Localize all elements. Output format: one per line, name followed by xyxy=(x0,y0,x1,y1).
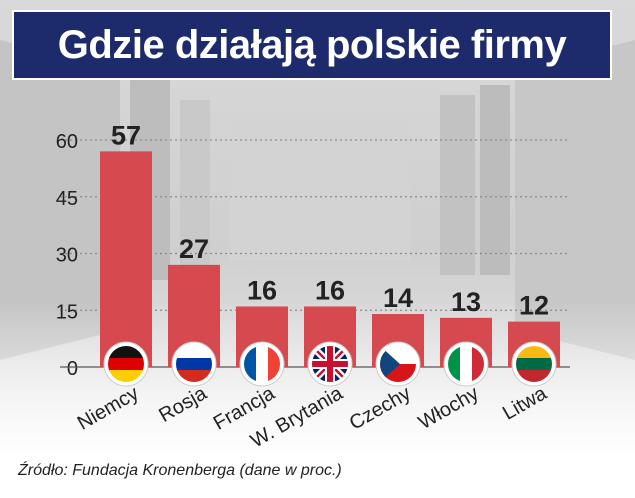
bar-value-label: 27 xyxy=(179,234,209,264)
bar-niemcy xyxy=(100,151,152,367)
x-tick-label: Rosja xyxy=(155,382,211,427)
bar-value-label: 12 xyxy=(519,291,549,321)
y-tick-label: 0 xyxy=(67,358,78,380)
bar-value-label: 16 xyxy=(315,275,345,305)
czech-flag-icon xyxy=(380,346,416,382)
x-tick-label: Włochy xyxy=(415,382,483,434)
bar-value-label: 14 xyxy=(383,283,413,313)
russia-flag-icon xyxy=(176,346,212,382)
source-note: Źródło: Fundacja Kronenberga (dane w pro… xyxy=(18,462,342,479)
y-tick-label: 45 xyxy=(56,188,78,210)
x-tick-label: Litwa xyxy=(499,382,551,425)
bar-value-label: 13 xyxy=(451,287,481,317)
italy-flag-icon xyxy=(448,346,484,382)
chart-title: Gdzie działają polskie firmy xyxy=(57,22,567,67)
lithuania-flag-icon xyxy=(516,346,552,382)
x-tick-label: Niemcy xyxy=(74,382,143,434)
y-tick-label: 30 xyxy=(56,245,78,267)
france-flag-icon xyxy=(244,346,280,382)
uk-flag-icon xyxy=(312,346,348,382)
x-tick-label: Czechy xyxy=(346,382,415,434)
germany-flag-icon xyxy=(108,346,144,382)
bar-value-label: 16 xyxy=(247,275,277,305)
y-tick-label: 15 xyxy=(56,301,78,323)
y-tick-label: 60 xyxy=(56,131,78,153)
title-banner: Gdzie działają polskie firmy xyxy=(12,10,612,80)
bar-value-label: 57 xyxy=(111,120,141,150)
